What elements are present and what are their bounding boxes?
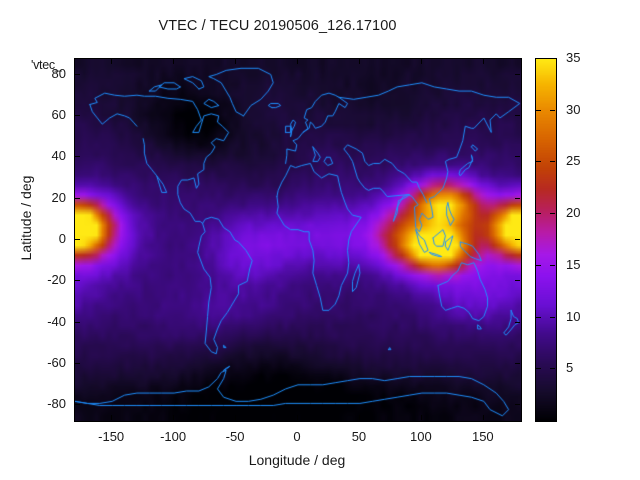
- y-tick-mark-right: [515, 114, 520, 116]
- y-tick-label: -20: [47, 272, 66, 288]
- colorbar-tick-label: 30: [566, 101, 581, 117]
- x-tick-mark: [235, 415, 237, 420]
- colorbar-tick-mark-right: [550, 316, 555, 318]
- y-tick-mark: [75, 156, 80, 158]
- x-tick-label: 100: [410, 429, 432, 444]
- x-tick-mark: [297, 415, 298, 420]
- y-tick-mark: [75, 280, 80, 282]
- y-tick-mark-right: [515, 156, 520, 158]
- colorbar-tick-mark-right: [550, 368, 555, 370]
- coastline-overlay-canvas: [75, 59, 521, 421]
- colorbar-tick-mark-right: [550, 161, 555, 163]
- x-tick-mark-top: [235, 59, 237, 64]
- colorbar-tick-mark-right: [550, 213, 555, 215]
- y-tick-mark-right: [515, 280, 520, 282]
- y-tick-label: 60: [51, 106, 66, 122]
- y-tick-label: -60: [47, 355, 66, 371]
- y-tick-label: 20: [51, 189, 66, 205]
- colorbar-tick-mark-left: [536, 368, 541, 370]
- x-tick-mark: [420, 415, 422, 420]
- x-tick-label: 0: [293, 429, 301, 444]
- y-tick-label: 80: [51, 65, 66, 81]
- colorbar-tick-label: 15: [566, 256, 581, 272]
- y-tick-mark-right: [515, 197, 520, 199]
- y-tick-mark: [75, 197, 80, 199]
- y-tick-mark-right: [515, 363, 520, 365]
- colorbar-tick-mark-left: [536, 109, 541, 111]
- colorbar-tick-mark-right: [550, 264, 555, 266]
- x-tick-label: 50: [351, 429, 367, 444]
- colorbar-tick-label: 5: [566, 360, 574, 376]
- x-tick-mark: [173, 415, 175, 420]
- colorbar-tick-label: 10: [566, 308, 581, 324]
- x-tick-label: -100: [160, 429, 187, 444]
- colorbar-tick-mark-left: [536, 316, 541, 318]
- x-tick-label: 150: [471, 429, 494, 444]
- y-tick-mark: [75, 321, 80, 323]
- colorbar-tick-mark-left: [536, 264, 541, 266]
- colorbar-tick-mark-left: [536, 213, 541, 215]
- x-tick-mark-top: [111, 59, 113, 64]
- vtec-plot-area[interactable]: [74, 58, 522, 422]
- x-tick-mark-top: [420, 59, 422, 64]
- x-tick-label: -50: [225, 429, 245, 444]
- colorbar-gradient: [536, 59, 556, 421]
- y-tick-label: 40: [51, 148, 66, 164]
- colorbar-tick-label: 20: [566, 205, 581, 221]
- y-tick-mark-right: [515, 239, 520, 240]
- colorbar-tick-label: 25: [566, 153, 581, 169]
- y-tick-mark: [75, 239, 80, 240]
- x-tick-mark: [482, 415, 484, 420]
- page-title: VTEC / TECU 20190506_126.17100: [158, 18, 397, 34]
- x-tick-mark-top: [173, 59, 175, 64]
- y-axis-title: Latitude / deg: [18, 175, 34, 261]
- y-tick-mark: [75, 363, 80, 365]
- y-tick-mark: [75, 73, 80, 75]
- x-tick-mark-top: [482, 59, 484, 64]
- y-tick-label: 0: [58, 231, 66, 246]
- x-tick-mark-top: [297, 59, 298, 64]
- y-tick-mark: [75, 404, 80, 406]
- x-tick-mark: [111, 415, 113, 420]
- y-tick-label: -80: [47, 396, 66, 412]
- y-tick-mark-right: [515, 321, 520, 323]
- colorbar-tick-mark-left: [536, 161, 541, 163]
- y-tick-mark-right: [515, 73, 520, 75]
- colorbar-tick-mark-right: [550, 109, 555, 111]
- plot-key-label: 'vtec_: [31, 58, 62, 72]
- y-tick-mark: [75, 114, 80, 116]
- y-tick-label: -40: [47, 313, 66, 329]
- x-tick-mark-top: [358, 59, 360, 64]
- colorbar[interactable]: [535, 58, 557, 422]
- x-tick-label: -150: [98, 429, 125, 444]
- colorbar-tick-label: 35: [566, 50, 581, 65]
- x-axis-title: Longitude / deg: [248, 452, 346, 468]
- y-tick-mark-right: [515, 404, 520, 406]
- x-tick-mark: [358, 415, 360, 420]
